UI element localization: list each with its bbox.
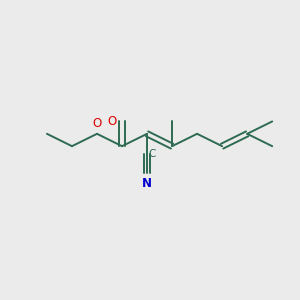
- Text: O: O: [92, 117, 102, 130]
- Text: N: N: [142, 177, 152, 190]
- Text: O: O: [107, 115, 117, 128]
- Text: C: C: [148, 148, 156, 159]
